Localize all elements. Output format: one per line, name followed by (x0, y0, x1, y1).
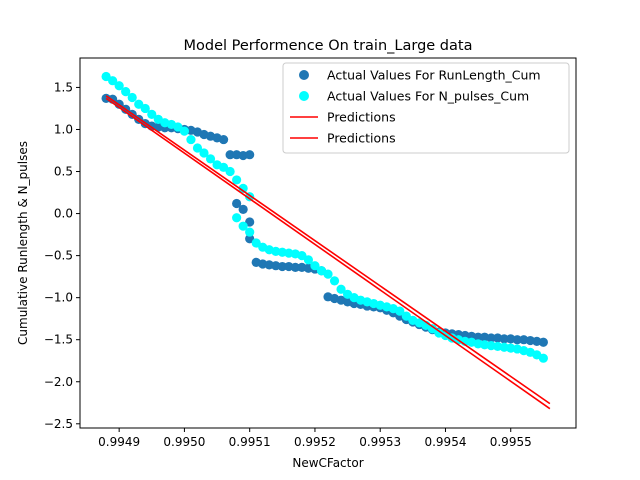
data-point (225, 150, 235, 160)
data-point (199, 148, 209, 158)
plot-frame (79, 57, 577, 429)
x-tick-label: 0.9950 (163, 435, 205, 449)
data-point (108, 76, 118, 86)
series-3 (105, 97, 551, 410)
series-1 (101, 71, 548, 363)
data-point (395, 306, 405, 316)
data-point (173, 122, 183, 132)
data-point (147, 109, 157, 119)
x-axis: 0.9949 0.9950 0.9951 0.9952 0.9953 0.9954 0.99… (98, 428, 532, 449)
y-axis-label: Cumulative Runlength & N_pulses (16, 141, 30, 345)
data-point (245, 234, 255, 244)
y-tick-label: 1.0 (54, 122, 73, 136)
data-point (218, 162, 229, 172)
data-point (127, 92, 137, 103)
data-point (499, 334, 509, 344)
data-point (486, 333, 496, 343)
data-point (232, 175, 242, 185)
data-point (310, 261, 320, 271)
data-point (251, 238, 261, 248)
x-tick-label: 0.9949 (98, 435, 140, 449)
y-tick-label: 1.5 (54, 80, 73, 94)
data-point (538, 337, 548, 347)
data-point (277, 261, 287, 272)
legend-label: Predictions (327, 131, 396, 146)
legend: Actual Values For RunLength_Cum Actual Va… (282, 62, 570, 154)
data-point (121, 87, 131, 97)
chart-title: Model Performence On train_Large data (184, 38, 473, 54)
x-tick-label: 0.9954 (424, 435, 466, 449)
data-point (538, 353, 548, 363)
data-point (179, 126, 190, 136)
data-point (336, 284, 346, 294)
data-point (329, 276, 340, 286)
data-point (303, 255, 314, 265)
x-axis-label: NewCFactor (292, 456, 363, 470)
data-point (245, 217, 255, 227)
y-tick-label: −1.5 (44, 333, 73, 347)
data-point (245, 227, 255, 237)
data-point (134, 99, 144, 109)
data-point (238, 204, 248, 214)
data-point (205, 154, 216, 164)
data-point (186, 134, 196, 145)
legend-label: Actual Values For RunLength_Cum (327, 68, 541, 83)
legend-label: Actual Values For N_pulses_Cum (327, 89, 529, 104)
data-point (140, 103, 150, 114)
y-tick-label: −1.0 (44, 291, 73, 305)
y-axis: −2.5 −2.0 −1.5 −1.0 −0.5 0.0 0.5 1.0 1.5 (44, 80, 80, 431)
data-point (238, 221, 248, 231)
y-tick-label: 0.5 (54, 165, 73, 179)
data-point (512, 335, 522, 345)
data-point (101, 71, 111, 82)
data-point (401, 311, 411, 321)
y-tick-label: −2.0 (44, 375, 73, 389)
data-point (297, 251, 307, 261)
series-2 (105, 95, 551, 405)
legend-marker (299, 70, 309, 80)
data-point (238, 183, 248, 193)
legend-box (282, 62, 570, 154)
y-tick-label: 0.0 (54, 207, 73, 221)
prediction-line (105, 97, 551, 410)
series-layer (101, 71, 551, 410)
x-tick-label: 0.9951 (229, 435, 271, 449)
data-point (323, 269, 333, 279)
x-tick-label: 0.9953 (359, 435, 401, 449)
data-point (232, 213, 242, 223)
prediction-line (105, 95, 551, 405)
data-point (114, 81, 124, 91)
data-point (225, 166, 235, 177)
data-point (245, 150, 255, 160)
y-tick-label: −0.5 (44, 249, 73, 263)
x-tick-label: 0.9952 (294, 435, 336, 449)
data-point (218, 134, 229, 145)
x-tick-label: 0.9955 (490, 435, 532, 449)
data-point (290, 262, 300, 272)
data-point (473, 332, 483, 342)
legend-label: Predictions (327, 110, 396, 125)
data-point (192, 143, 203, 153)
data-point (232, 198, 242, 209)
legend-marker (299, 91, 309, 101)
data-point (427, 324, 438, 334)
y-tick-label: −2.5 (44, 417, 73, 431)
